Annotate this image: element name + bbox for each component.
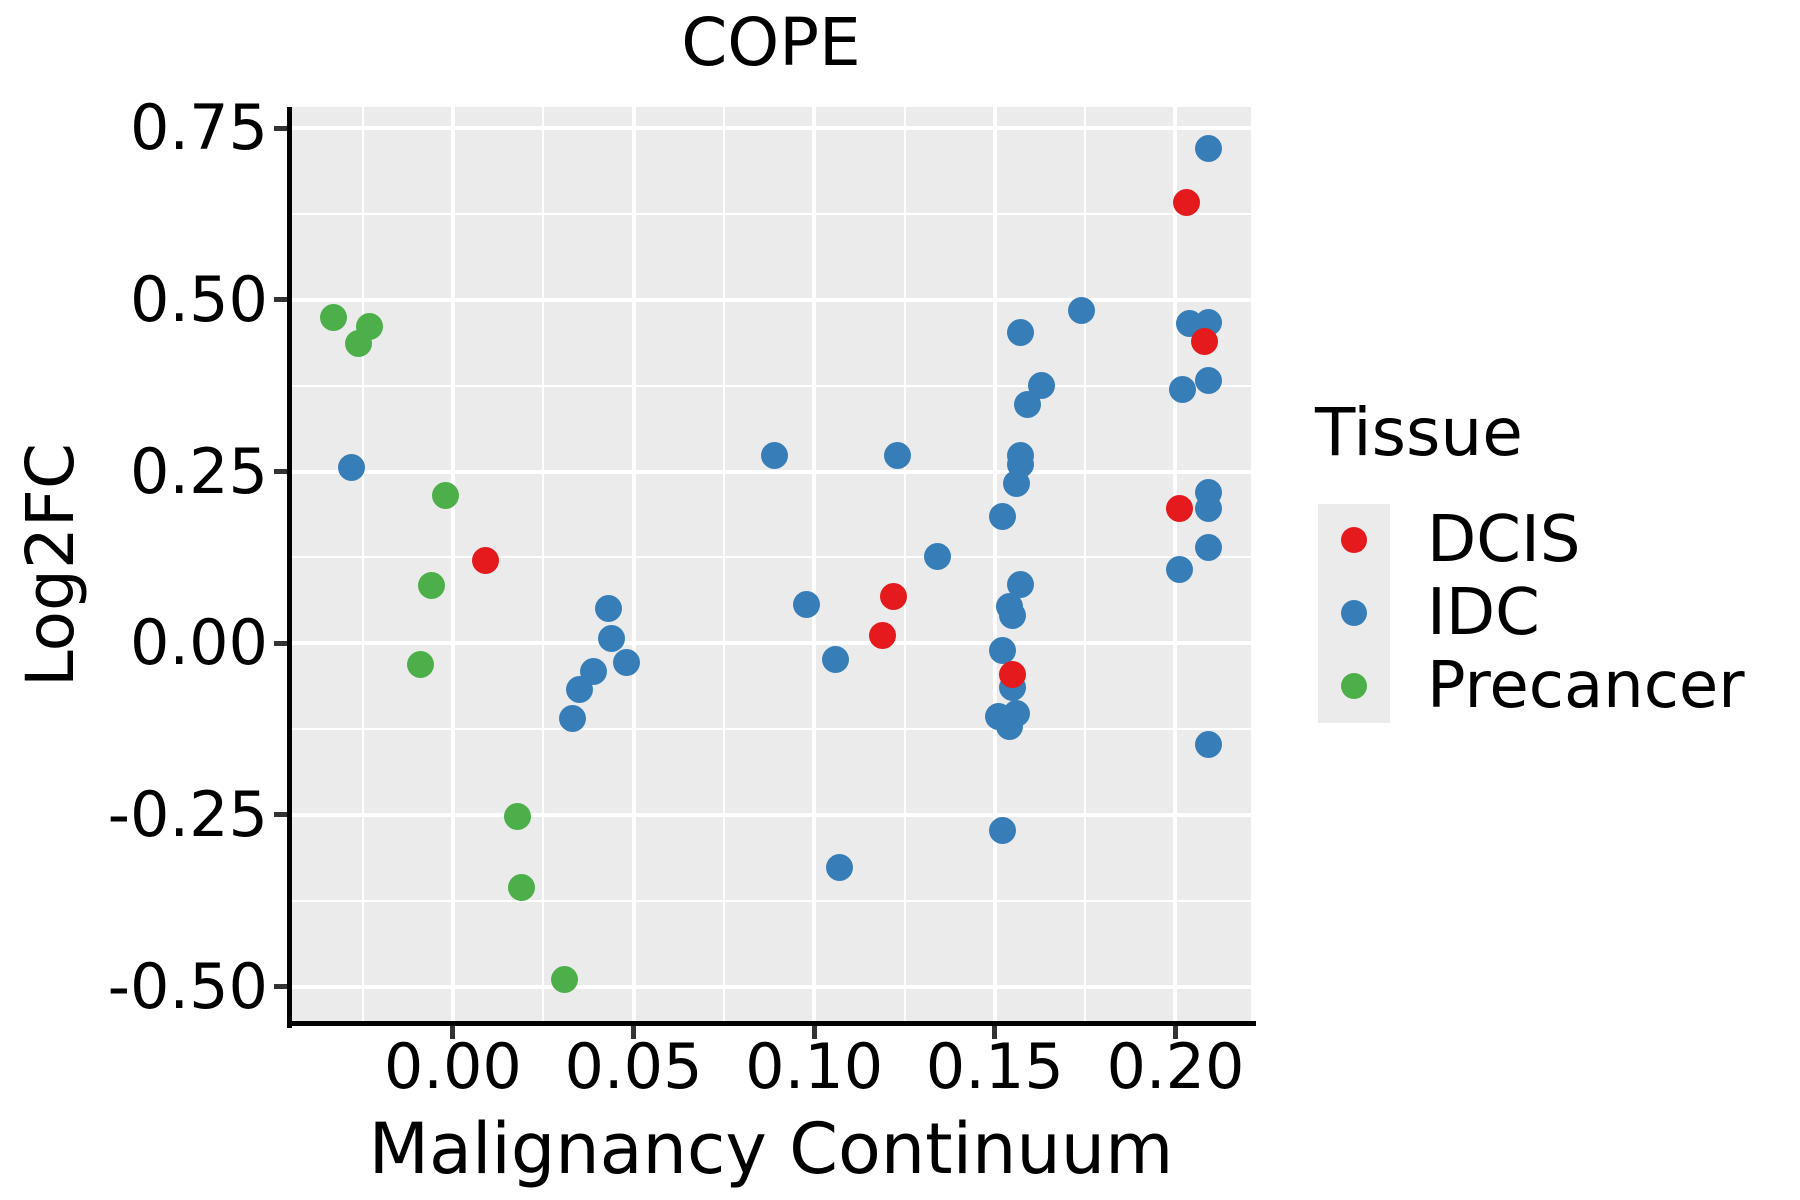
- y-major-gridline: [291, 297, 1251, 302]
- legend-title: Tissue: [1315, 394, 1523, 471]
- data-point-idc: [580, 657, 608, 685]
- data-point-idc: [1028, 372, 1056, 400]
- data-point-precancer: [406, 651, 434, 679]
- data-point-dcis: [880, 583, 908, 611]
- x-major-gridline: [631, 107, 636, 1023]
- legend-label-idc: IDC: [1427, 576, 1540, 650]
- y-tick-label: 0.00: [129, 606, 268, 680]
- x-tick-mark: [992, 1026, 998, 1039]
- data-point-idc: [1006, 570, 1034, 598]
- data-point-idc: [988, 817, 1016, 845]
- y-minor-gridline: [291, 556, 1251, 559]
- x-tick-label: 0.00: [383, 1030, 522, 1103]
- x-minor-gridline: [722, 107, 725, 1023]
- x-minor-gridline: [542, 107, 545, 1023]
- plot-title: COPE: [681, 4, 861, 81]
- data-point-precancer: [356, 312, 384, 340]
- data-point-idc: [1003, 699, 1030, 727]
- y-major-gridline: [291, 641, 1251, 646]
- x-minor-gridline: [1084, 107, 1087, 1023]
- x-minor-gridline: [361, 107, 364, 1023]
- data-point-precancer: [432, 482, 460, 510]
- x-tick-mark: [1172, 1026, 1178, 1039]
- y-minor-gridline: [291, 899, 1251, 902]
- y-tick-mark: [273, 640, 287, 646]
- x-tick-label: 0.10: [745, 1030, 884, 1103]
- data-point-dcis: [1165, 494, 1193, 522]
- data-point-idc: [822, 646, 850, 674]
- y-minor-gridline: [291, 384, 1251, 387]
- y-major-gridline: [291, 812, 1251, 817]
- y-tick-mark: [273, 984, 287, 990]
- data-point-precancer: [551, 966, 579, 994]
- y-minor-gridline: [291, 213, 1251, 216]
- x-tick-mark: [631, 1026, 637, 1039]
- data-point-idc: [558, 705, 586, 733]
- x-axis-spine: [286, 1021, 1256, 1026]
- y-tick-label: 0.50: [129, 262, 268, 336]
- data-point-idc: [612, 649, 640, 676]
- x-tick-label: 0.15: [925, 1030, 1064, 1103]
- plot-panel: [291, 107, 1251, 1023]
- data-point-precancer: [320, 304, 348, 332]
- y-tick-label: -0.50: [107, 949, 268, 1023]
- data-point-idc: [793, 591, 821, 619]
- x-tick-label: 0.05: [564, 1030, 703, 1103]
- data-point-idc: [594, 595, 622, 623]
- data-point-dcis: [999, 660, 1027, 688]
- legend-label-dcis: DCIS: [1427, 503, 1581, 577]
- y-tick-mark: [273, 469, 287, 475]
- data-point-idc: [1006, 319, 1034, 347]
- legend-dot-precancer: [1341, 673, 1367, 699]
- data-point-dcis: [869, 621, 897, 649]
- x-tick-mark: [811, 1026, 817, 1039]
- data-point-idc: [825, 853, 853, 881]
- data-point-dcis: [1172, 188, 1200, 216]
- data-point-precancer: [508, 874, 536, 902]
- y-axis-spine: [286, 107, 292, 1028]
- legend-dot-dcis: [1341, 527, 1367, 553]
- y-tick-mark: [273, 812, 287, 818]
- y-minor-gridline: [291, 728, 1251, 731]
- data-point-idc: [988, 502, 1016, 530]
- data-point-precancer: [504, 802, 532, 830]
- x-tick-mark: [450, 1026, 456, 1039]
- data-point-idc: [883, 442, 911, 470]
- data-point-dcis: [1190, 327, 1218, 355]
- data-point-idc: [1165, 555, 1193, 583]
- data-point-idc: [1194, 494, 1222, 522]
- x-major-gridline: [450, 107, 455, 1023]
- y-major-gridline: [291, 126, 1251, 131]
- legend-label-precancer: Precancer: [1427, 649, 1745, 723]
- y-tick-mark: [273, 297, 287, 303]
- data-point-idc: [999, 601, 1027, 629]
- y-tick-mark: [273, 125, 287, 131]
- data-point-dcis: [471, 546, 499, 574]
- data-point-idc: [598, 624, 626, 652]
- legend-dot-idc: [1341, 600, 1367, 626]
- data-point-idc: [1194, 135, 1222, 163]
- data-point-idc: [1068, 297, 1096, 325]
- data-point-idc: [1194, 731, 1222, 759]
- data-point-idc: [1169, 376, 1197, 404]
- x-major-gridline: [812, 107, 817, 1023]
- x-minor-gridline: [903, 107, 906, 1023]
- x-tick-label: 0.20: [1106, 1030, 1245, 1103]
- y-tick-label: 0.75: [129, 91, 268, 165]
- y-major-gridline: [291, 469, 1251, 474]
- data-point-idc: [923, 543, 951, 571]
- data-point-idc: [1194, 367, 1222, 395]
- data-point-idc: [1006, 451, 1034, 479]
- data-point-idc: [760, 441, 788, 469]
- x-major-gridline: [992, 107, 997, 1023]
- y-tick-label: -0.25: [107, 777, 268, 851]
- data-point-idc: [1194, 533, 1222, 561]
- data-point-idc: [338, 453, 366, 481]
- y-tick-label: 0.25: [129, 434, 268, 508]
- data-point-precancer: [417, 572, 445, 600]
- data-point-idc: [988, 636, 1016, 664]
- y-major-gridline: [291, 984, 1251, 989]
- x-axis-title: Malignancy Continuum: [368, 1108, 1174, 1190]
